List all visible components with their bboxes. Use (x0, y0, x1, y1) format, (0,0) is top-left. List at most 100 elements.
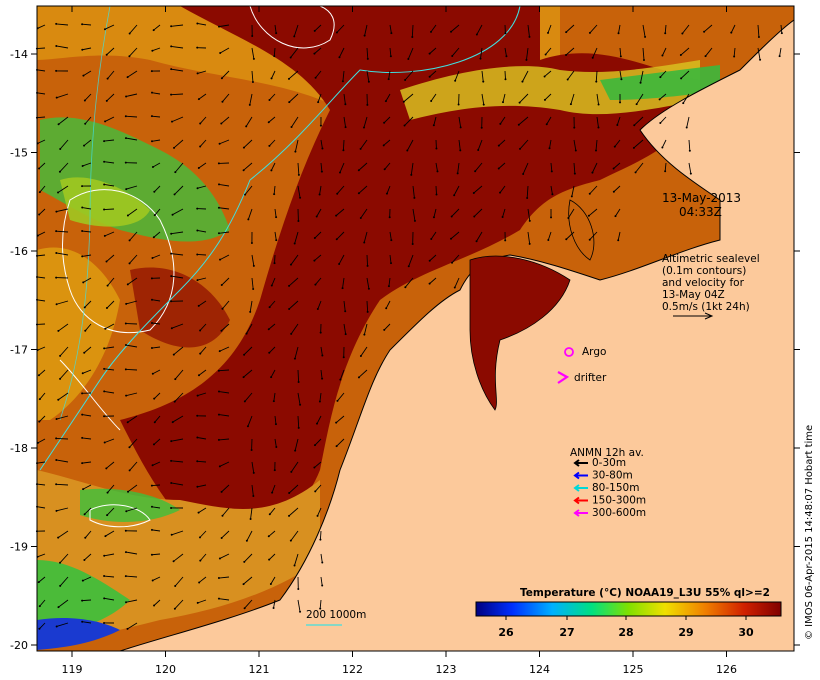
velocity-arrow-head (616, 123, 619, 126)
velocity-arrow-head (545, 123, 548, 126)
velocity-arrow (570, 93, 575, 105)
velocity-arrow (779, 47, 782, 57)
velocity-arrow-head (124, 575, 127, 578)
velocity-arrow-head (321, 147, 324, 150)
velocity-arrow (271, 70, 276, 79)
velocity-arrow-head (528, 35, 531, 38)
velocity-arrow-head (679, 54, 682, 57)
velocity-arrow-head (619, 101, 622, 104)
velocity-arrow (104, 116, 115, 122)
velocity-arrow-head (293, 242, 296, 245)
velocity-arrow-head (644, 35, 647, 38)
drifter-marker-icon (557, 371, 570, 384)
velocity-arrow-head (172, 560, 175, 563)
velocity-arrow-head (83, 351, 86, 354)
velocity-arrow (151, 299, 161, 302)
velocity-arrow-head (336, 399, 339, 402)
velocity-arrow-head (681, 32, 684, 35)
velocity-arrow (429, 277, 437, 284)
velocity-arrow (56, 208, 69, 213)
velocity-arrow-head (435, 147, 438, 150)
velocity-arrow (636, 93, 644, 105)
plot-frame (36, 5, 795, 652)
velocity-arrow (589, 185, 598, 195)
velocity-arrow (151, 92, 161, 95)
velocity-arrow-head (153, 604, 156, 607)
velocity-arrow-head (220, 490, 223, 493)
velocity-arrow-head (482, 80, 485, 83)
velocity-arrow (317, 300, 322, 310)
velocity-arrow-head (366, 310, 369, 313)
velocity-arrow (171, 275, 184, 279)
velocity-arrow-head (57, 536, 60, 539)
velocity-arrow (152, 47, 161, 52)
velocity-arrow-head (548, 147, 551, 150)
velocity-arrow-head (661, 54, 664, 57)
velocity-arrow-head (436, 170, 439, 173)
velocity-arrow-head (518, 101, 521, 104)
velocity-arrow-head (297, 380, 300, 383)
velocity-arrow (335, 415, 345, 424)
velocity-arrow-head (153, 190, 156, 193)
velocity-arrow (290, 47, 299, 58)
velocity-arrow-head (413, 219, 416, 222)
velocity-arrow (152, 254, 161, 259)
velocity-arrow (219, 47, 230, 54)
velocity-arrow (615, 208, 621, 217)
velocity-arrow-head (217, 577, 220, 580)
velocity-arrow-head (250, 242, 253, 245)
velocity-arrow (154, 415, 161, 423)
velocity-arrow (297, 415, 300, 428)
velocity-arrow-head (403, 124, 406, 127)
velocity-arrow-head (272, 607, 275, 610)
colorbar-tick-label: 27 (559, 626, 574, 639)
velocity-arrow (127, 277, 138, 285)
velocity-arrow-head (218, 350, 221, 353)
velocity-arrow (410, 162, 414, 175)
velocity-arrow (616, 116, 621, 126)
velocity-arrow (596, 116, 599, 128)
velocity-arrow (243, 576, 253, 585)
velocity-arrow (173, 139, 184, 149)
velocity-arrow-head (128, 469, 131, 472)
velocity-arrow (458, 139, 461, 151)
velocity-arrow-head (217, 597, 220, 600)
velocity-arrow-head (170, 232, 173, 235)
velocity-arrow-head (103, 367, 106, 370)
velocity-arrow-head (126, 214, 129, 217)
velocity-arrow-head (685, 126, 688, 129)
velocity-arrow-head (316, 308, 319, 311)
lat-tick-label: -16 (10, 245, 28, 258)
sealevel-contour (89, 504, 151, 528)
velocity-arrow (151, 529, 161, 532)
velocity-arrow (388, 70, 391, 80)
velocity-arrow-head (543, 75, 546, 78)
velocity-arrow-head (661, 146, 664, 149)
velocity-arrow-head (639, 81, 642, 84)
velocity-arrow (151, 506, 161, 509)
velocity-arrow-head (152, 443, 155, 446)
velocity-arrow (429, 254, 437, 262)
velocity-arrow-head (251, 35, 254, 38)
velocity-arrow-head (521, 80, 524, 83)
velocity-arrow-head (293, 564, 296, 567)
velocity-arrow (56, 93, 69, 99)
velocity-arrow-head (250, 449, 253, 452)
velocity-arrow-head (297, 587, 300, 590)
velocity-arrow (364, 24, 368, 36)
velocity-arrow (688, 162, 692, 174)
velocity-arrow (476, 24, 483, 35)
velocity-arrow-head (105, 260, 108, 263)
velocity-arrow (268, 116, 276, 123)
velocity-arrow-head (294, 449, 297, 452)
sst-cool-patch-west-inner (60, 177, 150, 227)
velocity-arrow (474, 162, 483, 172)
velocity-arrow (481, 70, 484, 82)
velocity-arrow (129, 47, 138, 57)
velocity-arrow-head (407, 58, 410, 61)
velocity-arrow (314, 254, 322, 261)
velocity-arrow (106, 507, 115, 516)
velocity-arrow-head (150, 115, 153, 118)
mooring-legend-arrowhead-icon (573, 509, 580, 517)
velocity-arrow (544, 70, 552, 77)
